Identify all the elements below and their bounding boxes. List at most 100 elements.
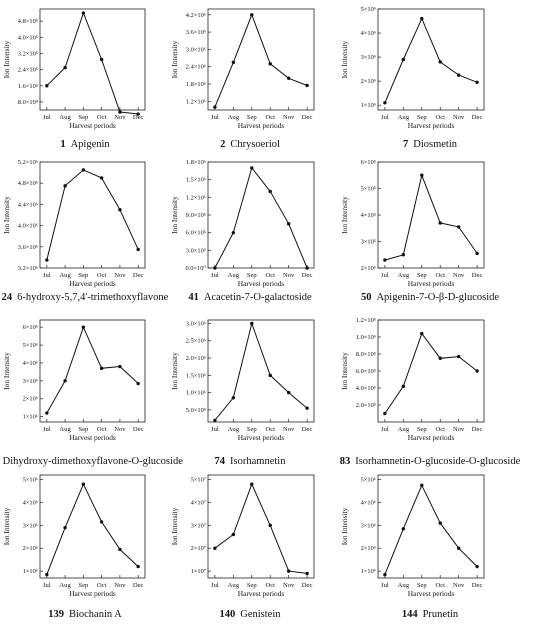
- data-point: [286, 76, 291, 80]
- y-tick-label: 4×10⁵: [361, 212, 376, 219]
- y-tick-label: 1.5×10⁶: [186, 372, 206, 379]
- data-point: [456, 354, 461, 359]
- data-point: [286, 222, 291, 226]
- compound-number: 41: [188, 292, 199, 303]
- x-tick-label: Sep: [247, 582, 258, 589]
- data-point: [420, 331, 424, 336]
- x-tick-label: Dec: [472, 582, 483, 589]
- y-tick-label: 8.0×10⁴: [18, 99, 39, 106]
- x-axis-title: Harvest periods: [408, 433, 455, 442]
- x-tick-label: Jul: [381, 114, 389, 121]
- compound-number: 144: [402, 609, 419, 620]
- y-tick-label: 4×10⁶: [23, 499, 38, 506]
- series-line: [46, 169, 139, 261]
- data-point: [231, 230, 236, 235]
- x-tick-label: Nov: [114, 582, 126, 589]
- x-tick-label: Nov: [114, 272, 126, 279]
- data-point: [268, 523, 272, 528]
- x-tick-label: Oct: [435, 272, 445, 279]
- x-tick-label: Jul: [381, 272, 389, 279]
- data-point: [45, 84, 49, 88]
- y-tick-label: 2.0×10⁵: [356, 402, 376, 409]
- panel-caption: 24 6-hydroxy-5,7,4'-trimethoxyflavone: [2, 292, 169, 303]
- plot-frame: [39, 474, 146, 579]
- x-tick-label: Aug: [59, 272, 71, 279]
- x-tick-label: Oct: [97, 582, 107, 589]
- y-tick-label: 1×10⁶: [361, 568, 376, 575]
- compound-number: 50: [361, 292, 372, 303]
- compound-number: 1: [60, 139, 65, 150]
- data-point: [213, 546, 217, 550]
- data-point: [45, 258, 49, 262]
- data-point: [401, 57, 406, 62]
- chart-panel-144: 1×10⁶ 2×10⁶ 3×10⁶ 4×10⁶ 5×10⁶ Jul Aug Sep Oct Nov…: [340, 474, 485, 620]
- data-point: [475, 564, 479, 569]
- data-point: [213, 266, 217, 270]
- x-tick-label: Aug: [398, 114, 410, 121]
- y-tick-label: 1×10⁶: [361, 102, 376, 109]
- compound-name: Prunetin: [423, 609, 459, 620]
- x-tick-label: Aug: [228, 114, 240, 121]
- y-tick-label: 6×10⁵: [361, 159, 376, 166]
- x-tick-label: Dec: [133, 114, 144, 121]
- data-point: [383, 101, 387, 105]
- data-point: [63, 65, 67, 70]
- x-axis-title: Harvest periods: [238, 121, 285, 130]
- data-point: [475, 369, 479, 373]
- y-tick-label: 4×10⁷: [191, 499, 206, 506]
- x-tick-label: Sep: [417, 114, 428, 121]
- y-tick-label: 2×10⁶: [23, 396, 38, 403]
- x-tick-label: Aug: [228, 426, 240, 433]
- data-point: [45, 411, 49, 415]
- data-point: [383, 258, 387, 262]
- y-tick-label: 1.8×10⁶: [186, 81, 206, 88]
- x-tick-label: Nov: [453, 582, 465, 589]
- data-point: [456, 546, 461, 550]
- y-tick-label: 6×10⁶: [23, 324, 38, 331]
- plot-frame: [377, 474, 485, 579]
- x-tick-label: Nov: [283, 272, 295, 279]
- panel-caption: 41 Acacetin-7-O-galactoside: [188, 292, 312, 303]
- panel-caption: 83 Isorhamnetin-O-glucoside-O-glucoside: [340, 456, 521, 467]
- panel-caption: 74 Isorhamnetin: [215, 456, 287, 467]
- x-axis-title: Harvest periods: [408, 121, 455, 130]
- data-point: [305, 83, 309, 88]
- plot-frame: [377, 319, 485, 423]
- compound-name: Diosmetin: [413, 139, 457, 150]
- x-axis-title: Harvest periods: [69, 589, 116, 598]
- x-tick-label: Oct: [435, 582, 445, 589]
- x-tick-label: Oct: [97, 114, 107, 121]
- x-tick-label: Dec: [302, 426, 313, 433]
- y-tick-label: 2×10⁷: [191, 545, 206, 552]
- data-point: [438, 521, 442, 525]
- x-tick-label: Nov: [283, 582, 295, 589]
- y-tick-label: 4×10⁶: [361, 499, 376, 506]
- series-line: [214, 321, 308, 421]
- y-tick-label: 5×10⁶: [23, 477, 38, 484]
- compound-number: 24: [2, 292, 13, 303]
- plot-frame: [39, 161, 146, 269]
- x-tick-label: Dec: [472, 114, 483, 121]
- x-tick-label: Jul: [211, 272, 219, 279]
- plot-frame: [377, 8, 485, 111]
- data-point: [81, 11, 86, 15]
- y-axis-title: Ion Intensity: [340, 352, 349, 390]
- plot-frame: [207, 8, 315, 111]
- x-tick-label: Nov: [114, 426, 126, 433]
- x-tick-label: Dec: [302, 582, 313, 589]
- y-tick-label: 9.0×10⁵: [186, 212, 206, 219]
- y-tick-label: 2×10⁶: [361, 78, 376, 85]
- x-tick-label: Sep: [247, 272, 258, 279]
- chart-panel-58: 1×10⁶ 2×10⁶ 3×10⁶ 4×10⁶ 5×10⁶ 6×10⁶ Jul Aug Sep O…: [2, 319, 183, 467]
- data-point: [81, 325, 86, 329]
- y-tick-label: 5.0×10⁵: [186, 407, 206, 414]
- data-point: [99, 520, 104, 524]
- y-tick-label: 1.8×10⁶: [186, 159, 206, 166]
- x-tick-label: Nov: [114, 114, 126, 121]
- y-axis-title: Ion Intensity: [2, 40, 11, 78]
- compound-number: 2: [220, 139, 225, 150]
- y-tick-label: 1×10⁶: [23, 414, 38, 421]
- y-tick-label: 2×10⁶: [361, 545, 376, 552]
- data-point: [305, 266, 309, 270]
- data-point: [118, 208, 122, 212]
